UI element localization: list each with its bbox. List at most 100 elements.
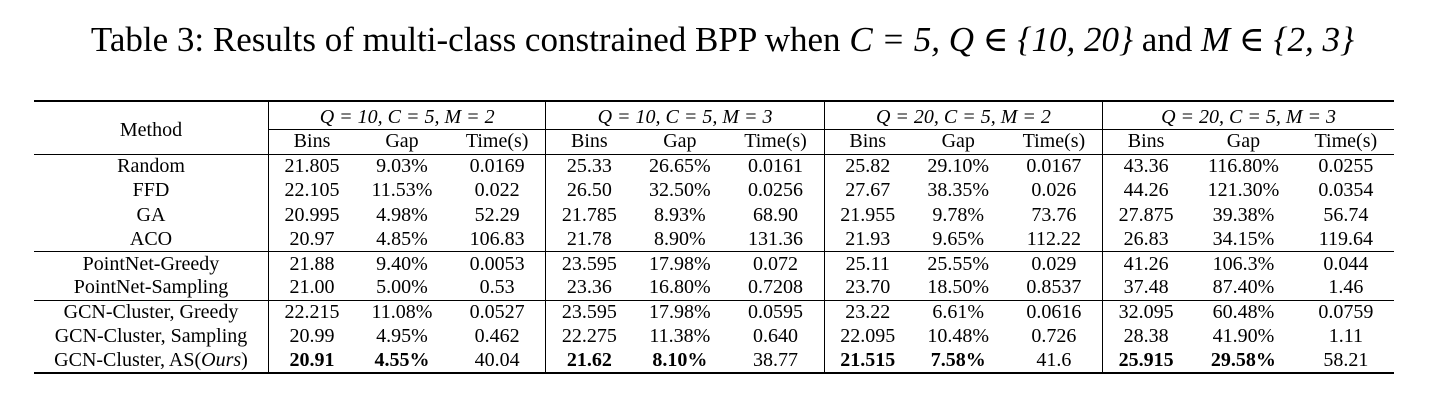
value-cell: 32.50% <box>649 179 711 202</box>
value-cell: 11.38% <box>649 325 711 348</box>
value-cell: 6.61% <box>910 299 1006 325</box>
value-cell: 106.3% <box>1189 251 1298 276</box>
value-cell: 21.805 <box>268 153 356 179</box>
value-cell: 0.022 <box>474 179 520 202</box>
value-cell: 4.95% <box>376 325 428 348</box>
value-cell: 16.80% <box>649 276 711 299</box>
value-cell: 4.55% <box>355 349 449 373</box>
value-cell: 0.044 <box>1297 251 1394 276</box>
value-cell: 21.78 <box>545 227 633 252</box>
method-cell: FFD <box>132 179 170 202</box>
table-caption: Table 3: Results of multi-class constrai… <box>0 20 1445 60</box>
value-cell: 40.04 <box>474 349 520 372</box>
value-cell: 37.48 <box>1102 275 1190 301</box>
value-cell: 41.6 <box>1036 349 1072 372</box>
value-cell: 106.83 <box>469 227 525 250</box>
method-cell: GCN-Cluster, Greedy <box>34 299 269 325</box>
best-value: 29.58% <box>1210 349 1276 372</box>
value-cell: 0.726 <box>1031 325 1077 348</box>
value-cell: 68.90 <box>753 203 799 226</box>
subheader-bins: Bins <box>268 129 356 155</box>
subheader-gap: Gap <box>663 130 697 152</box>
subheader-gap: Gap <box>1226 130 1261 152</box>
subheader-times: Time(s) <box>744 130 807 152</box>
value-cell: 119.64 <box>1318 227 1373 250</box>
value-cell: 9.40% <box>355 251 449 276</box>
value-cell: 23.595 <box>545 251 633 276</box>
value-cell: 23.70 <box>823 275 911 301</box>
method-prefix: GCN-Cluster, AS( <box>54 349 202 372</box>
value-cell: 0.0354 <box>1318 179 1374 202</box>
value-cell: 116.80% <box>1189 153 1298 179</box>
value-cell: 29.10% <box>910 153 1006 179</box>
group-header: Q = 10, C = 5, M = 2 <box>267 101 546 130</box>
method-cell: GA <box>136 203 166 226</box>
value-cell: 0.0256 <box>748 179 804 202</box>
value-cell: 5.00% <box>376 276 428 299</box>
value-cell: 8.10% <box>632 349 727 373</box>
value-cell: 22.105 <box>268 178 356 204</box>
method-header: Method <box>119 118 183 141</box>
value-cell: 39.38% <box>1212 203 1275 226</box>
table-row: GCN-Cluster, Greedy 22.215 11.08% 0.0527 23.… <box>34 299 1394 325</box>
table-row: Random 21.805 9.03% 0.0169 25.33 26.65% 0.0161… <box>34 153 1394 179</box>
value-cell: 38.35% <box>927 179 990 202</box>
best-value: 21.515 <box>840 349 896 372</box>
value-cell: 131.36 <box>748 227 804 250</box>
value-cell: 1.46 <box>1328 276 1364 299</box>
value-cell: 7.58% <box>911 349 1006 373</box>
caption-and: and <box>1141 20 1193 59</box>
method-cell: GCN-Cluster, Sampling <box>54 325 248 348</box>
value-cell: 20.99 <box>268 324 356 349</box>
value-cell: 41.26 <box>1102 251 1190 276</box>
group-header: Q = 20, C = 5, M = 3 <box>1102 101 1394 130</box>
caption-condition-2: M ∈ {2, 3} <box>1201 20 1355 59</box>
best-value: 7.58% <box>930 349 986 372</box>
value-cell: 0.072 <box>727 251 825 276</box>
value-cell: 23.595 <box>545 299 633 325</box>
value-cell: 9.65% <box>932 227 985 250</box>
table-row: GA 20.995 4.98% 52.29 21.785 8.93% 68.90 21.955… <box>34 203 1394 228</box>
method-cell: PointNet-Greedy <box>34 251 269 276</box>
value-cell: 87.40% <box>1212 276 1275 299</box>
value-cell: 4.85% <box>376 227 428 250</box>
method-suffix: ) <box>241 349 248 372</box>
value-cell: 21.62 <box>545 348 633 374</box>
value-cell: 32.095 <box>1102 299 1190 325</box>
subheader-gap: Gap <box>941 130 975 152</box>
method-cell: PointNet-Sampling <box>73 276 229 299</box>
method-cell: ACO <box>129 227 173 250</box>
value-cell: 22.095 <box>823 324 911 349</box>
table-row: GCN-Cluster, Sampling 20.99 4.95% 0.462 22.2… <box>34 324 1394 349</box>
value-cell: 38.77 <box>753 349 799 372</box>
subheader-bins: Bins <box>545 129 633 155</box>
value-cell: 18.50% <box>927 276 990 299</box>
value-cell: 0.0595 <box>727 299 825 325</box>
value-cell: 22.215 <box>268 299 356 325</box>
value-cell: 8.90% <box>654 227 706 250</box>
value-cell: 0.640 <box>753 325 799 348</box>
subheader-gap: Gap <box>385 130 419 152</box>
value-cell: 52.29 <box>474 203 520 226</box>
value-cell: 60.48% <box>1189 299 1298 325</box>
results-table: Method Q = 10, C = 5, M = 2 Q = 10, C = … <box>34 100 1394 374</box>
value-cell: 0.0167 <box>1005 153 1103 179</box>
value-cell: 9.78% <box>932 203 985 226</box>
value-cell: 41.90% <box>1212 325 1275 348</box>
value-cell: 9.03% <box>355 153 449 179</box>
best-value: 21.62 <box>566 349 612 372</box>
value-cell: 25.82 <box>823 153 911 179</box>
value-cell: 20.97 <box>268 227 356 252</box>
value-cell: 1.11 <box>1328 325 1363 348</box>
subheader-times: Time(s) <box>1022 130 1086 152</box>
value-cell: 43.36 <box>1102 153 1190 179</box>
value-cell: 0.0759 <box>1297 299 1394 325</box>
table-row: GCN-Cluster, AS(Ours) 20.91 4.55% 40.04 21.6… <box>34 348 1394 374</box>
subheader-times: Time(s) <box>1314 130 1378 152</box>
value-cell: 22.275 <box>545 324 633 349</box>
value-cell: 23.36 <box>545 275 633 301</box>
value-cell: 28.38 <box>1102 324 1190 349</box>
value-cell: 0.0169 <box>448 153 546 179</box>
value-cell: 25.33 <box>545 153 633 179</box>
value-cell: 21.88 <box>268 251 356 276</box>
